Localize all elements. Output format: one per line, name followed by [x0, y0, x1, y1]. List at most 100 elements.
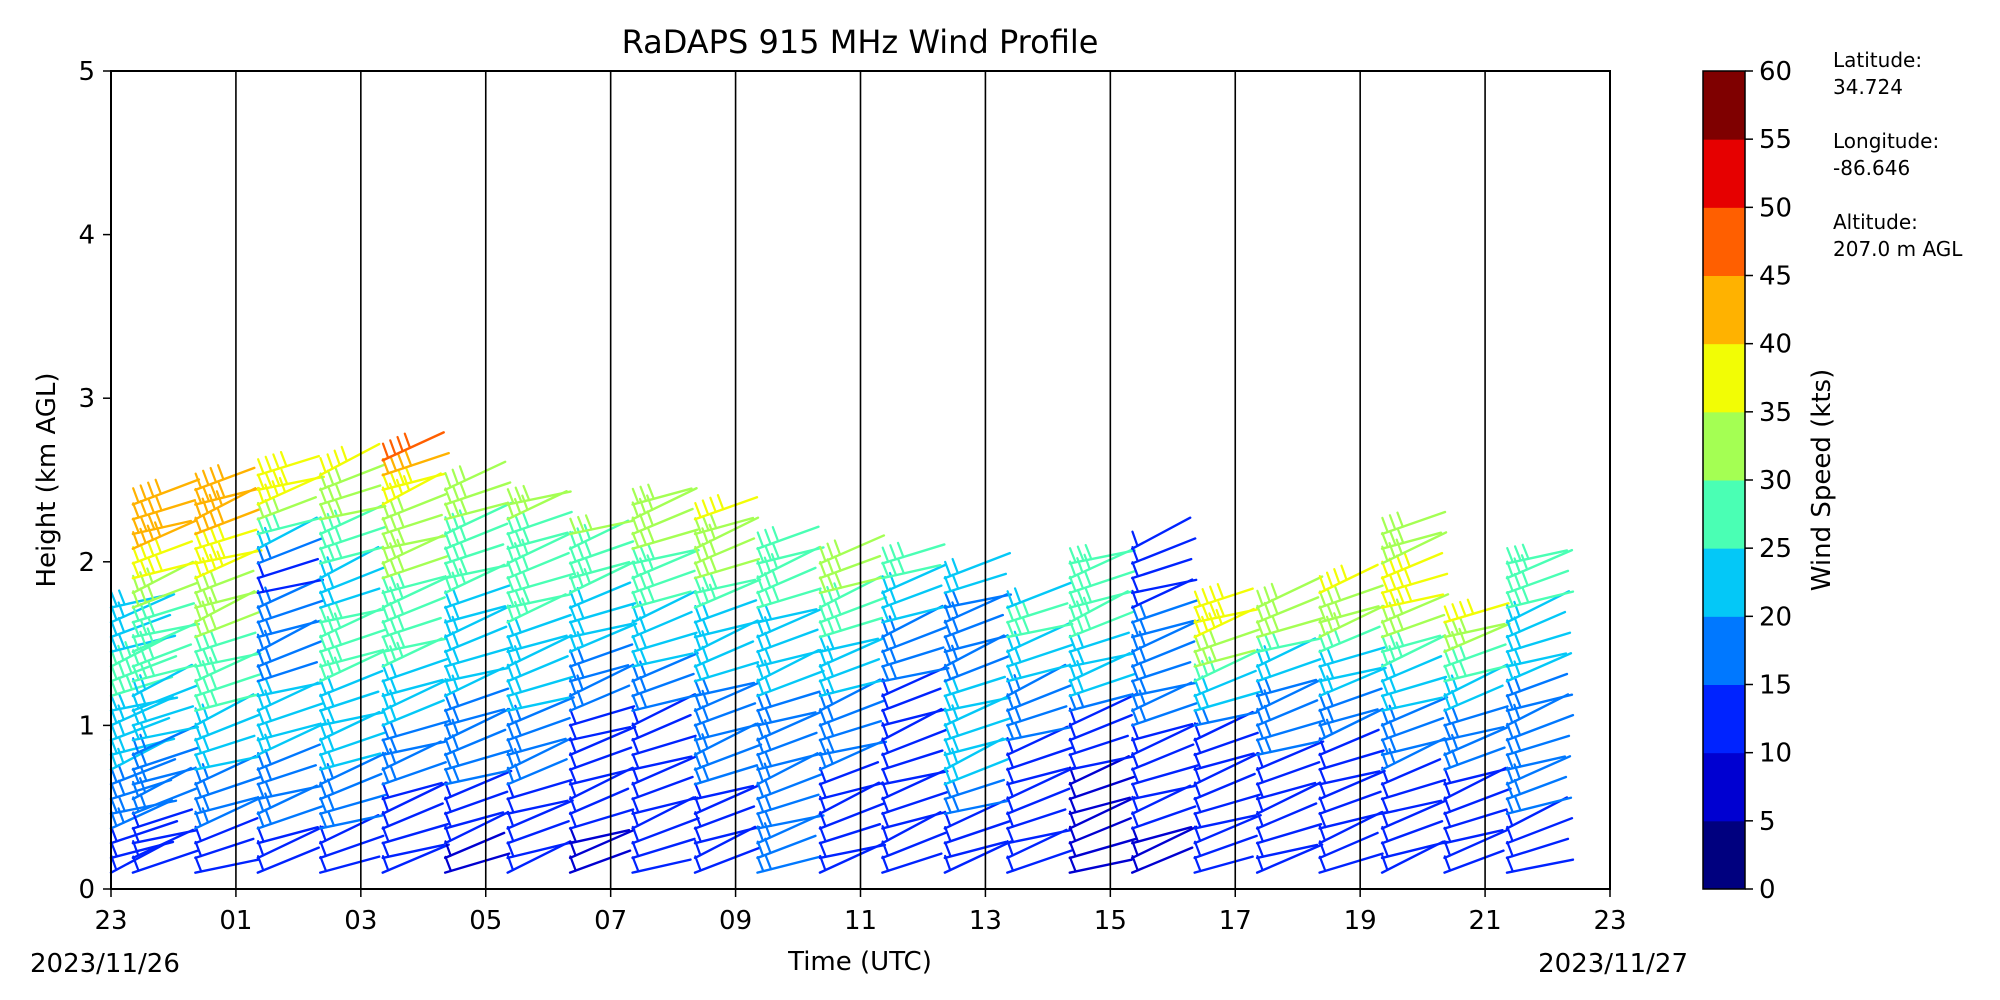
wind-barb	[131, 765, 197, 786]
wind-barb	[194, 755, 257, 786]
wind-barb	[756, 647, 824, 668]
wind-barb	[881, 687, 942, 712]
barb-column	[319, 442, 388, 874]
altitude-value: 207.0 m AGL	[1833, 237, 1963, 261]
wind-barb	[818, 633, 880, 653]
wind-barb	[1255, 596, 1320, 624]
wind-barb	[131, 495, 197, 521]
wind-barb	[1505, 734, 1571, 757]
wind-barb	[1505, 837, 1570, 860]
wind-barb	[1006, 662, 1071, 683]
wind-barb	[131, 537, 194, 565]
wind-barb	[319, 463, 386, 492]
barb-column	[818, 534, 888, 874]
barb-column	[256, 450, 325, 874]
wind-barb	[1255, 615, 1325, 639]
wind-barb	[109, 716, 171, 742]
wind-barb	[443, 811, 505, 830]
wind-barb	[381, 822, 449, 845]
x-tick-label: 23	[94, 906, 127, 936]
colorbar-tick-label: 5	[1759, 807, 1776, 837]
wind-barb	[443, 706, 506, 727]
wind-barb	[443, 687, 510, 712]
wind-barb	[443, 460, 507, 492]
wind-barb	[1318, 663, 1382, 683]
wind-barb	[943, 716, 1013, 742]
wind-barb	[1130, 764, 1200, 786]
wind-barb	[1318, 646, 1386, 668]
wind-barb	[443, 584, 511, 609]
wind-barb	[1505, 692, 1574, 712]
wind-barb	[818, 572, 887, 595]
wind-barb	[256, 576, 324, 595]
wind-barb	[319, 707, 385, 727]
barb-column	[1130, 516, 1200, 874]
wind-barb	[131, 617, 201, 639]
wind-barb	[943, 819, 1012, 845]
wind-barb	[631, 648, 694, 668]
wind-barb	[1443, 826, 1504, 845]
wind-barb	[568, 557, 631, 580]
wind-barb	[1068, 652, 1131, 683]
colorbar-segment	[1703, 275, 1745, 345]
wind-barb	[1505, 648, 1568, 668]
wind-barb	[1006, 705, 1068, 727]
wind-barb	[693, 537, 756, 565]
barb-column	[631, 483, 700, 874]
x-tick-label: 03	[344, 906, 377, 936]
wind-barb	[1068, 816, 1132, 845]
wind-barb	[319, 834, 385, 860]
colorbar-tick-label: 0	[1759, 875, 1776, 905]
wind-barb	[1193, 812, 1257, 830]
colorbar-ticks: 0 5 10 15 20 25 30 35 40 45 50 55 60	[1745, 57, 1792, 905]
wind-barb	[1006, 643, 1075, 668]
y-tick-label: 4	[78, 221, 95, 251]
wind-barb	[256, 846, 320, 874]
colorbar-tick-label: 55	[1759, 125, 1792, 155]
wind-barb	[506, 593, 567, 624]
wind-barb	[443, 646, 513, 668]
wind-barb	[1130, 722, 1194, 742]
longitude-label: Longitude:	[1833, 129, 1939, 153]
wind-barb	[943, 551, 1012, 580]
wind-barb	[506, 758, 568, 786]
wind-barb	[381, 843, 450, 874]
wind-barb	[631, 837, 696, 860]
wind-barb	[756, 810, 825, 830]
wind-barb	[568, 684, 631, 712]
wind-barb	[256, 599, 325, 624]
date-start-label: 2023/11/26	[30, 949, 180, 979]
wind-barb	[1006, 725, 1069, 757]
wind-barb	[881, 558, 942, 580]
wind-barb	[1068, 586, 1133, 609]
wind-barb	[756, 566, 817, 595]
wind-barb	[881, 831, 947, 860]
wind-barb	[381, 841, 445, 860]
wind-barb	[568, 662, 630, 683]
wind-barb	[319, 731, 386, 757]
wind-barb	[1068, 755, 1130, 786]
wind-barb	[1130, 846, 1194, 874]
wind-barb	[568, 787, 630, 815]
wind-barb	[131, 660, 198, 683]
colorbar-tick-label: 40	[1759, 330, 1792, 360]
wind-barb	[256, 678, 323, 698]
wind-barb	[1505, 775, 1568, 801]
wind-barb	[693, 599, 758, 624]
wind-barb	[256, 618, 321, 639]
x-axis-ticks: 23 01 03 05 07 09 11 13 15 17 19 21 23	[94, 889, 1627, 936]
wind-barb	[1255, 632, 1321, 653]
colorbar	[1703, 71, 1745, 890]
colorbar-segment	[1703, 616, 1745, 685]
wind-barb	[1443, 643, 1507, 668]
wind-barb	[256, 825, 324, 860]
wind-barb	[1255, 677, 1318, 698]
wind-barb	[631, 569, 696, 595]
wind-barb	[109, 692, 179, 712]
wind-barb	[506, 692, 570, 712]
station-info: Latitude: 34.724 Longitude: -86.646 Alti…	[1833, 48, 1963, 261]
colorbar-tick-label: 20	[1759, 602, 1792, 632]
wind-barb	[1505, 610, 1567, 639]
wind-barb	[506, 551, 570, 580]
wind-barb	[1068, 775, 1135, 801]
